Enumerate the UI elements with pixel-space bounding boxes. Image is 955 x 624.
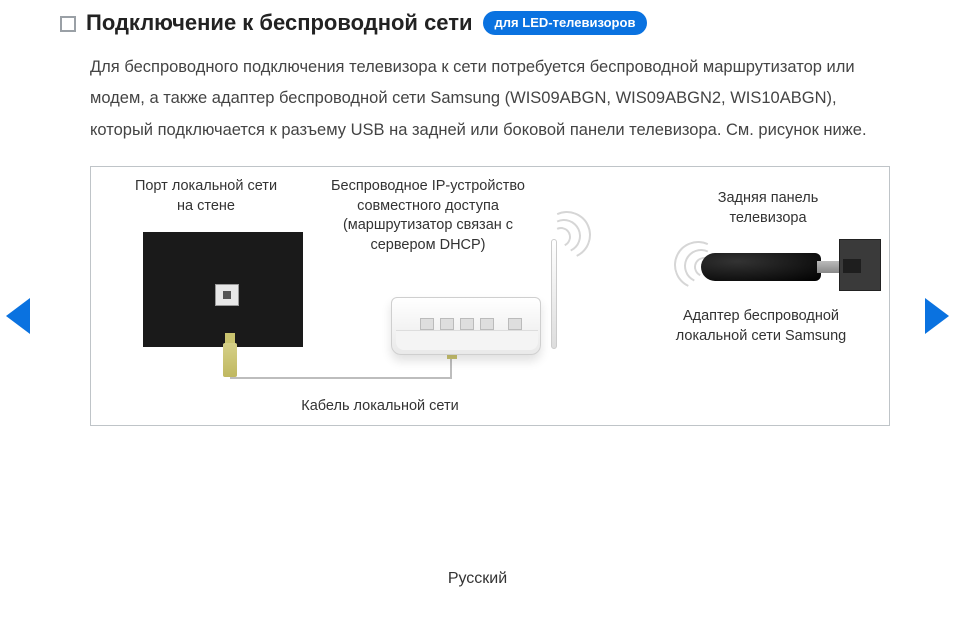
router-port-icon <box>508 318 522 330</box>
heading-row: Подключение к беспроводной сети для LED-… <box>60 10 895 36</box>
next-page-button[interactable] <box>925 298 949 334</box>
router-body <box>391 297 541 355</box>
led-tv-badge: для LED-телевизоров <box>483 11 648 35</box>
wall-panel-graphic <box>143 232 303 347</box>
wlan-adapter-graphic <box>701 253 821 281</box>
router-port-icon <box>420 318 434 330</box>
section-title: Подключение к беспроводной сети <box>86 10 473 36</box>
wifi-signal-out-icon <box>551 207 611 267</box>
wall-rj45-port-icon <box>215 284 239 306</box>
language-footer: Русский <box>0 570 955 588</box>
content-area: Подключение к беспроводной сети для LED-… <box>0 0 955 426</box>
router-port-icon <box>460 318 474 330</box>
label-tv-back: Задняя панель телевизора <box>683 189 853 228</box>
square-bullet-icon <box>60 16 76 32</box>
wireless-router-graphic <box>391 275 561 355</box>
lan-cable-segment <box>230 377 452 379</box>
intro-paragraph: Для беспроводного подключения телевизора… <box>90 52 885 146</box>
label-lan-cable: Кабель локальной сети <box>275 397 485 417</box>
label-adapter: Адаптер беспроводной локальной сети Sams… <box>656 307 866 346</box>
prev-page-button[interactable] <box>6 298 30 334</box>
cable-plug-icon <box>223 343 237 377</box>
tv-usb-slot-icon <box>843 259 861 273</box>
manual-page: Подключение к беспроводной сети для LED-… <box>0 0 955 624</box>
router-front <box>396 330 538 350</box>
connection-diagram: Порт локальной сети на стене Беспроводно… <box>90 166 890 426</box>
label-lan-port: Порт локальной сети на стене <box>131 177 281 216</box>
router-port-icon <box>440 318 454 330</box>
router-port-icon <box>480 318 494 330</box>
label-router: Беспроводное IP-устройство совместного д… <box>313 177 543 255</box>
